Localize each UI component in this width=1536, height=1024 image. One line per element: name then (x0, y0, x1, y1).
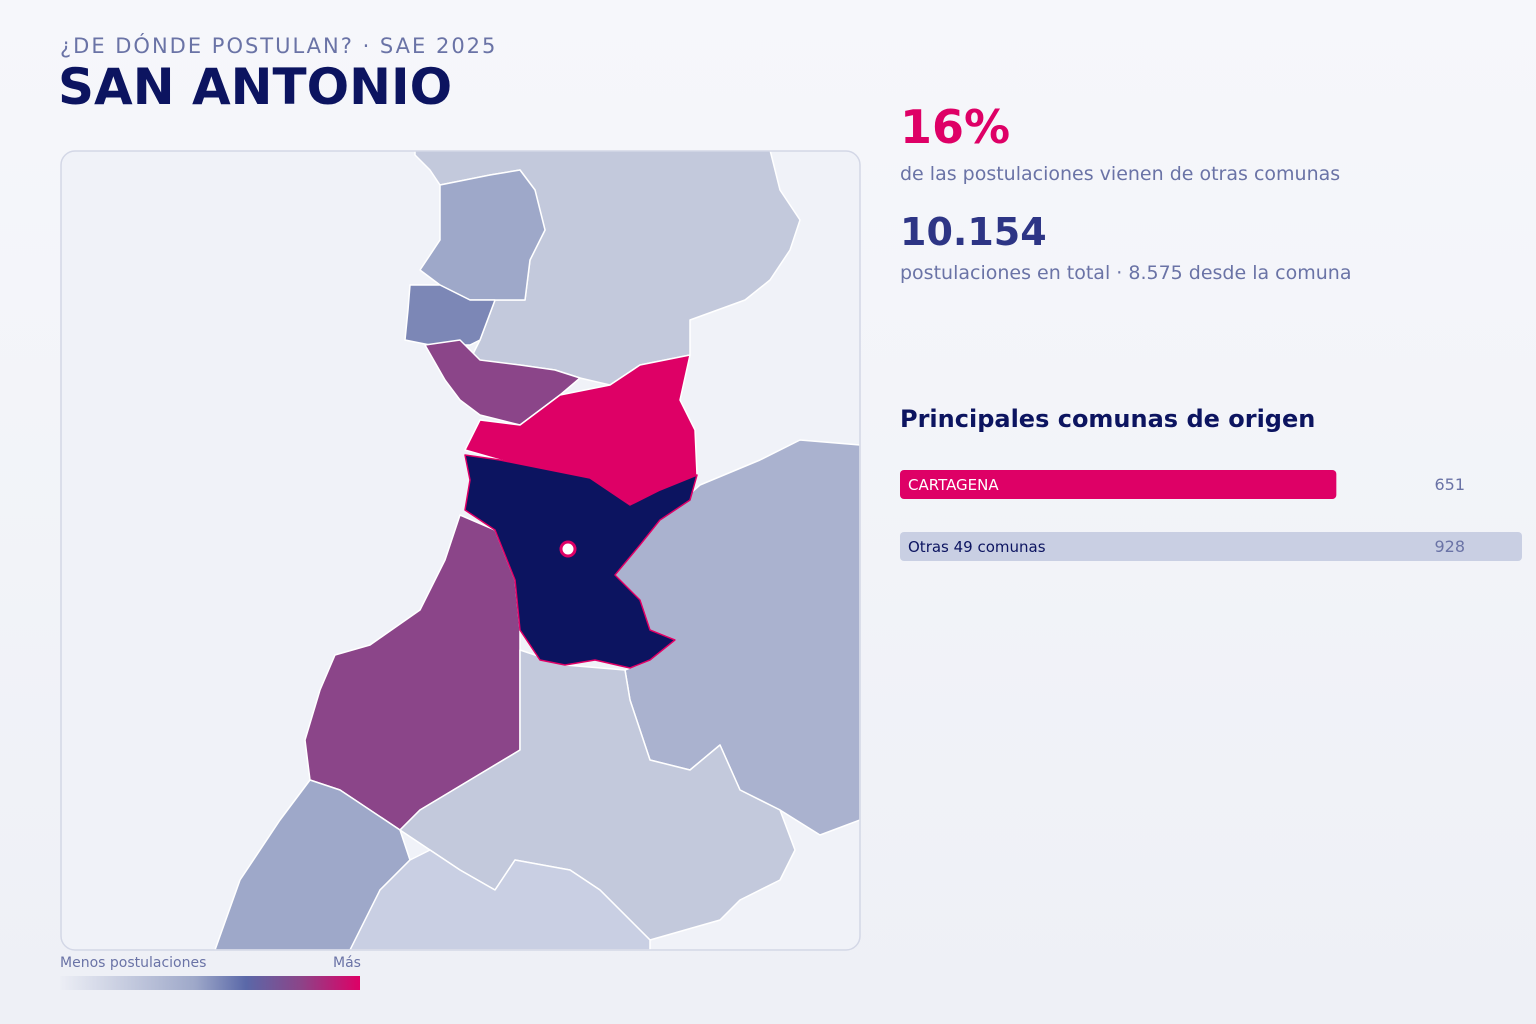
bar-value: 928 (1434, 537, 1465, 556)
title: SAN ANTONIO (58, 58, 453, 116)
location-marker (559, 540, 577, 558)
legend-high: Más (333, 955, 361, 971)
bar (900, 532, 1522, 561)
selected-region (464, 454, 698, 669)
map-frame (60, 150, 861, 951)
bar-chart: CARTAGENA 651 Otras 49 comunas 928 (900, 470, 1522, 561)
region (419, 169, 546, 301)
bar-label: Otras 49 comunas (908, 538, 1046, 556)
legend-low: Menos postulaciones (60, 955, 207, 971)
region (404, 284, 496, 346)
kicker: ¿DE DÓNDE POSTULAN? · SAE 2025 (60, 34, 498, 58)
map (60, 150, 861, 951)
bar (900, 470, 1337, 499)
bar-label: CARTAGENA (908, 476, 999, 494)
stat-value: 16% (900, 100, 1011, 154)
bar-value: 651 (1434, 475, 1465, 494)
legend-gradient (60, 976, 360, 990)
stat-label: postulaciones en total · 8.575 desde la … (900, 262, 1352, 284)
section-title: Principales comunas de origen (900, 405, 1316, 433)
stat-label: de las postulaciones vienen de otras com… (900, 163, 1341, 185)
region (349, 849, 651, 950)
stat-value: 10.154 (900, 210, 1047, 254)
